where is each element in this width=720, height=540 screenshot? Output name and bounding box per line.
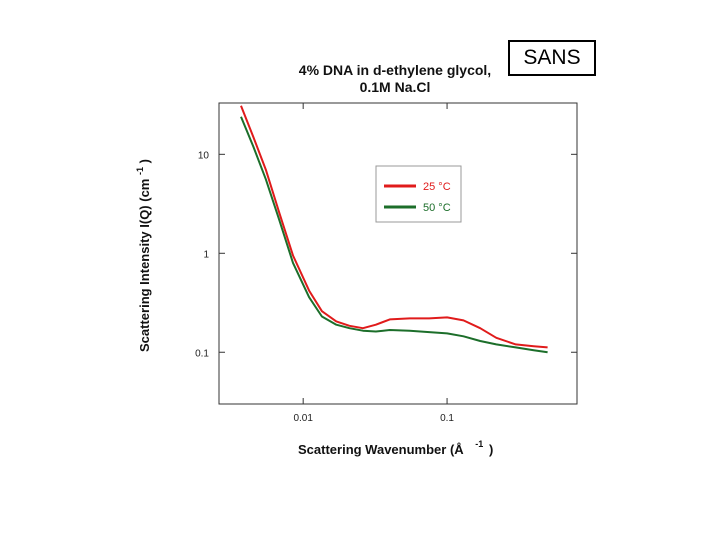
legend-box (375, 165, 462, 223)
x-axis-label-main: Scattering Wavenumber (Å (298, 442, 464, 457)
legend-label-50c: 50 °C (423, 202, 451, 214)
legend-label-25c: 25 °C (423, 181, 451, 193)
axis-ticks: 0.01 0.1 0.1 1 10 (195, 103, 577, 424)
sans-label-box: SANS (508, 40, 596, 76)
x-tick-label: 0.01 (293, 413, 313, 424)
y-axis-label: Scattering Intensity I(Q) (cm -1 ) (131, 159, 152, 352)
y-axis-label-exponent: -1 (135, 167, 145, 175)
chart-title: 4% DNA in d-ethylene glycol, 0.1M Na.Cl (270, 62, 520, 96)
x-tick-label: 0.1 (440, 413, 454, 424)
series-line-0 (240, 105, 548, 349)
y-tick-label: 0.1 (195, 348, 209, 359)
x-axis-label-suffix: ) (489, 442, 493, 457)
y-tick-label: 10 (198, 150, 210, 161)
y-axis-label-main: Scattering Intensity I(Q) (cm (137, 179, 152, 352)
plot-frame (218, 102, 578, 405)
sans-label: SANS (523, 46, 581, 69)
y-axis-label-suffix: ) (137, 159, 152, 163)
legend: 25 °C 50 °C (375, 165, 462, 223)
series-line-1 (240, 116, 548, 354)
chart-title-line-1: 4% DNA in d-ethylene glycol, (298, 62, 492, 78)
y-tick-label: 1 (203, 249, 209, 260)
chart-title-line-2: 0.1M Na.Cl (359, 79, 431, 95)
series-lines (240, 105, 548, 354)
x-axis-label-exponent: -1 (475, 439, 483, 449)
x-axis-label: Scattering Wavenumber (Å -1 ) (298, 435, 493, 457)
